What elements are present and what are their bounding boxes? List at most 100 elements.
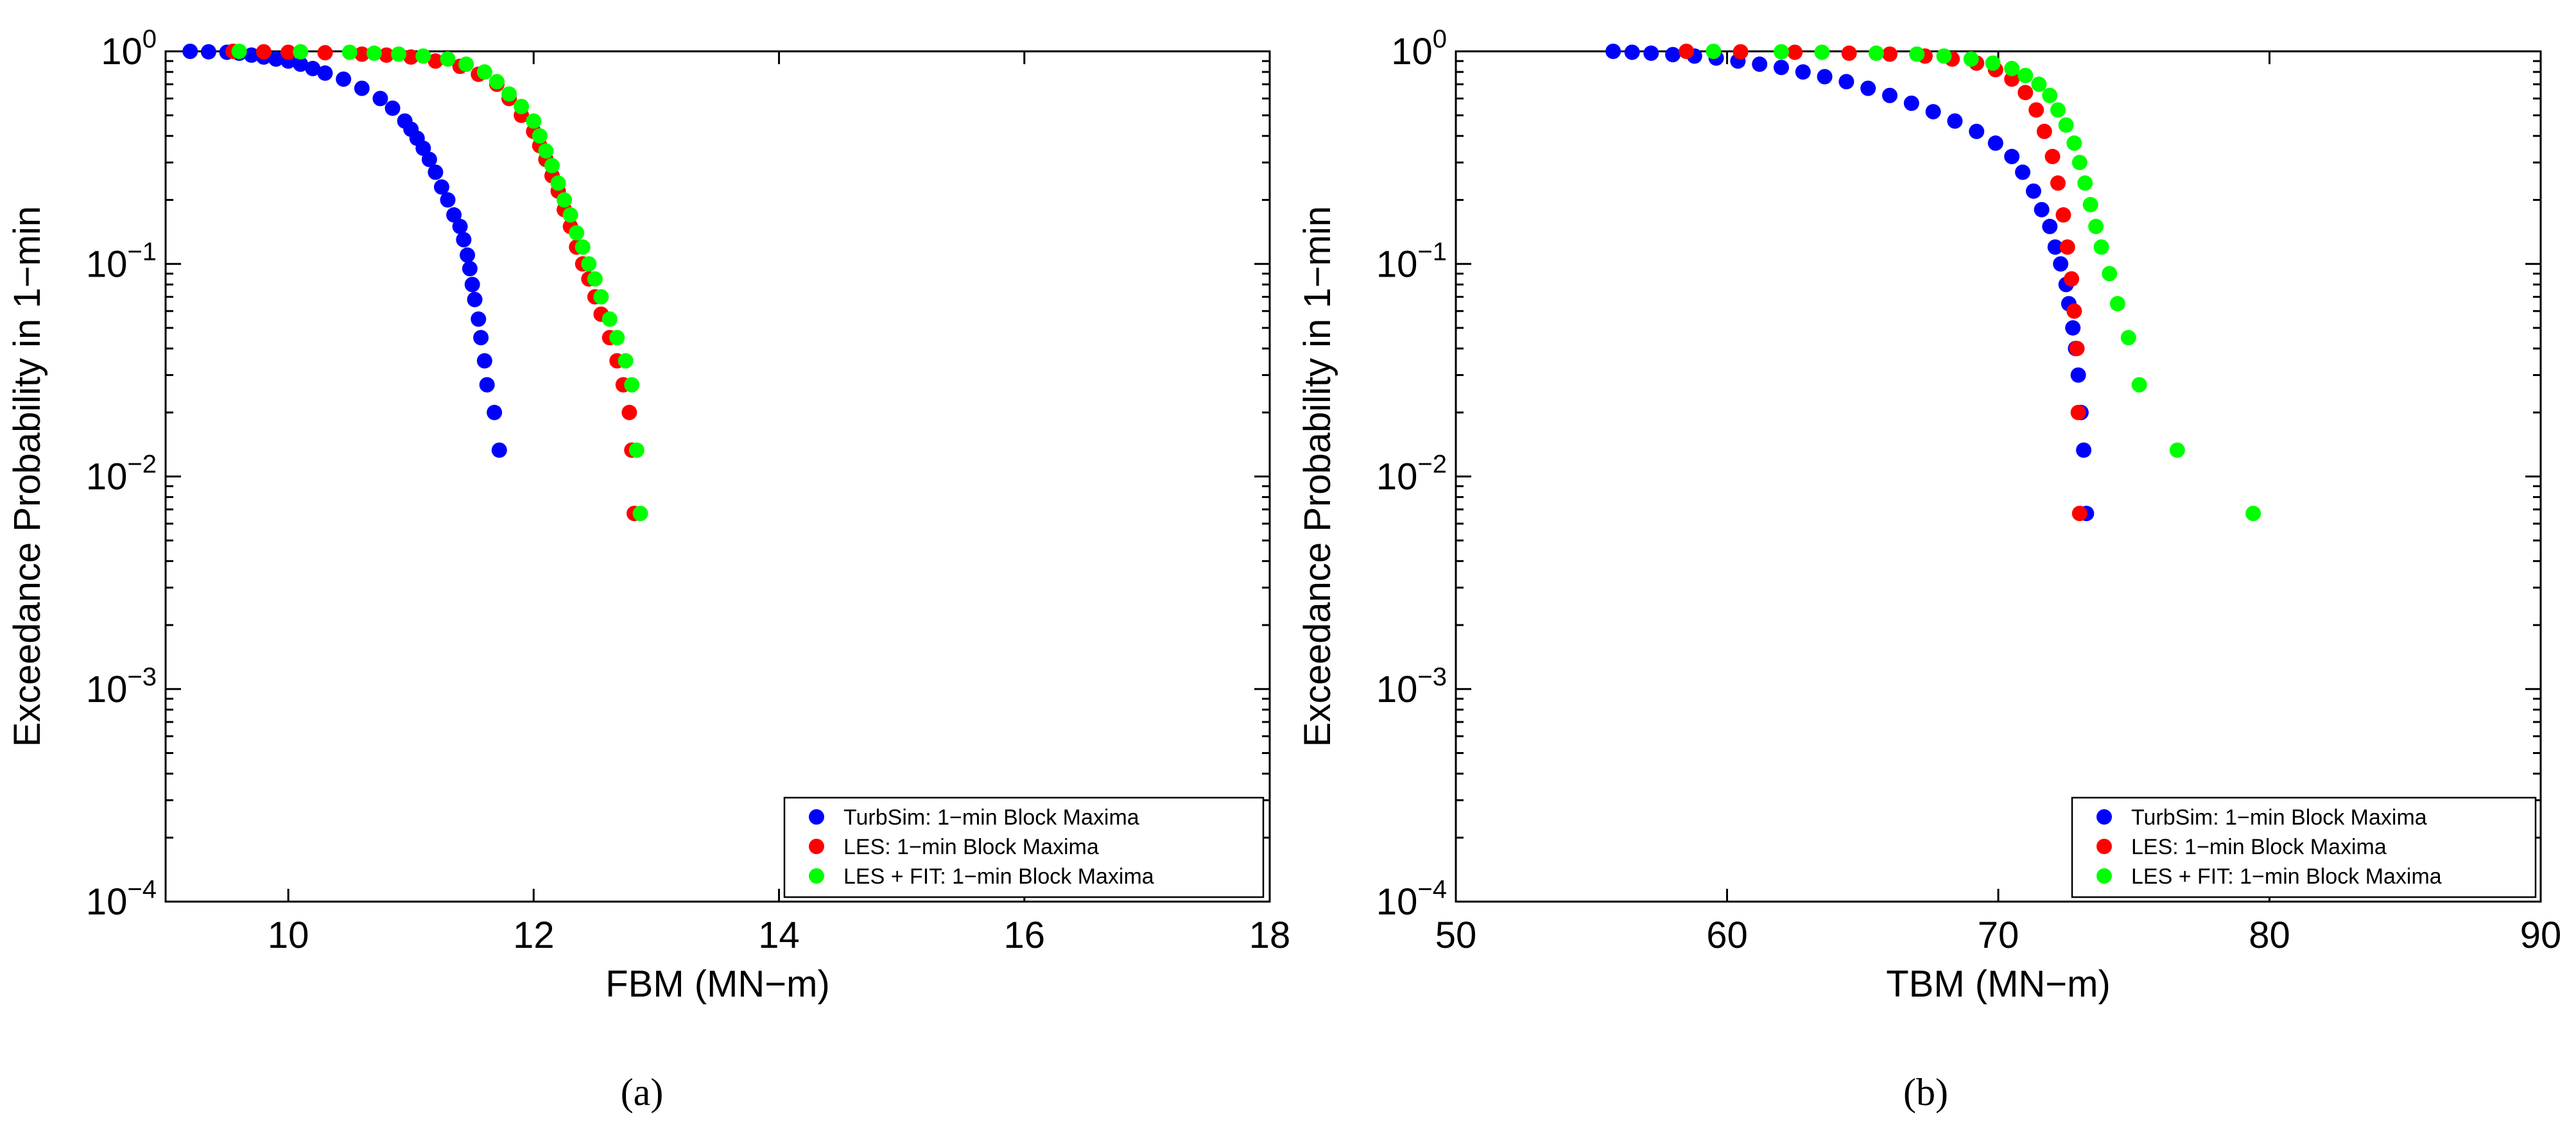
data-point bbox=[2018, 67, 2034, 83]
series-1 bbox=[1679, 44, 2088, 522]
data-point bbox=[621, 404, 637, 420]
data-point bbox=[2015, 164, 2031, 180]
y-tick-label: 10−1 bbox=[86, 237, 157, 285]
data-point bbox=[1985, 55, 2001, 71]
data-point bbox=[2044, 148, 2061, 164]
data-point bbox=[2050, 175, 2066, 191]
y-tick-exponent: −1 bbox=[1417, 237, 1447, 266]
data-point bbox=[2042, 218, 2058, 234]
data-point bbox=[1605, 44, 1621, 59]
data-point bbox=[2076, 442, 2092, 458]
legend-label: TurbSim: 1−min Block Maxima bbox=[843, 805, 1139, 830]
data-point bbox=[1947, 113, 1963, 129]
data-point bbox=[1909, 46, 1925, 62]
y-tick-label: 10−2 bbox=[1376, 450, 1447, 498]
data-point bbox=[200, 44, 216, 60]
y-axis-label: Exceedance Probability in 1−min bbox=[6, 206, 48, 747]
data-point bbox=[628, 442, 644, 458]
data-point bbox=[2042, 87, 2058, 103]
series-0 bbox=[1605, 44, 2095, 522]
y-tick-exponent: −2 bbox=[1417, 450, 1447, 479]
data-point bbox=[281, 44, 297, 60]
data-point bbox=[2031, 76, 2047, 92]
legend-label: LES: 1−min Block Maxima bbox=[843, 835, 1099, 859]
plot-area-frame bbox=[164, 50, 1271, 903]
data-point bbox=[1987, 135, 2003, 151]
y-tick-exponent: −1 bbox=[127, 237, 157, 266]
y-tick-base: 10 bbox=[1376, 243, 1418, 285]
data-point bbox=[2093, 239, 2109, 255]
x-tick-label: 18 bbox=[1249, 914, 1291, 956]
y-tick-base: 10 bbox=[86, 456, 128, 498]
data-point bbox=[440, 192, 456, 208]
data-point bbox=[562, 207, 578, 223]
data-point bbox=[391, 46, 407, 62]
data-point bbox=[2066, 303, 2082, 319]
data-point bbox=[1679, 44, 1695, 59]
data-point bbox=[341, 44, 358, 60]
data-point bbox=[476, 353, 492, 369]
legend-label: LES + FIT: 1−min Block Maxima bbox=[843, 864, 1154, 889]
y-tick-base: 10 bbox=[1376, 456, 1418, 498]
y-tick-label: 10−2 bbox=[86, 450, 157, 498]
data-point bbox=[385, 100, 401, 116]
plot-area-frame bbox=[1455, 50, 2542, 903]
data-point bbox=[2025, 183, 2041, 199]
data-point bbox=[428, 164, 444, 180]
data-point bbox=[587, 271, 603, 287]
data-point bbox=[1969, 123, 1985, 139]
y-tick-base: 10 bbox=[86, 669, 128, 710]
data-point bbox=[532, 128, 548, 144]
data-point bbox=[557, 192, 573, 208]
data-point bbox=[379, 47, 394, 63]
data-point bbox=[1868, 45, 1884, 61]
legend-label: LES: 1−min Block Maxima bbox=[2131, 835, 2387, 859]
y-tick-label: 10−1 bbox=[1376, 237, 1447, 285]
series-2 bbox=[231, 44, 648, 522]
x-tick-label: 14 bbox=[758, 914, 800, 956]
data-point bbox=[293, 56, 309, 73]
y-axis-label: Exceedance Probability in 1−min bbox=[1297, 206, 1338, 747]
data-point bbox=[1841, 45, 1857, 61]
series-2 bbox=[1706, 44, 2261, 522]
x-tick-label: 80 bbox=[2249, 914, 2290, 956]
y-tick-label: 10−4 bbox=[1376, 875, 1447, 923]
data-point bbox=[538, 143, 554, 159]
y-tick-base: 10 bbox=[1376, 881, 1418, 923]
data-point bbox=[403, 49, 419, 65]
data-point bbox=[462, 261, 478, 277]
data-point bbox=[1774, 60, 1789, 76]
data-point bbox=[2018, 85, 2034, 101]
data-point bbox=[255, 44, 272, 60]
data-point bbox=[366, 45, 382, 61]
y-tick-base: 10 bbox=[86, 243, 128, 285]
data-point bbox=[2082, 196, 2098, 212]
data-point bbox=[476, 64, 492, 80]
data-point bbox=[489, 74, 505, 90]
data-point bbox=[601, 311, 618, 327]
x-tick-label: 50 bbox=[1435, 914, 1477, 956]
data-point bbox=[575, 239, 591, 255]
data-point bbox=[293, 44, 309, 60]
legend-marker bbox=[2096, 809, 2112, 825]
data-point bbox=[618, 353, 634, 369]
y-tick-exponent: 0 bbox=[143, 25, 157, 53]
data-point bbox=[2004, 148, 2020, 164]
y-tick-exponent: −4 bbox=[1417, 875, 1447, 904]
y-tick-exponent: −4 bbox=[127, 875, 157, 904]
data-point bbox=[2070, 367, 2086, 383]
data-point bbox=[458, 56, 474, 73]
y-tick-base: 10 bbox=[1376, 669, 1418, 710]
data-point bbox=[2069, 341, 2085, 357]
series-1 bbox=[225, 44, 643, 522]
data-point bbox=[479, 377, 495, 393]
y-tick-label: 10−3 bbox=[86, 663, 157, 710]
data-point bbox=[467, 291, 483, 307]
data-point bbox=[336, 71, 352, 87]
y-tick-label: 100 bbox=[1391, 25, 1447, 73]
data-point bbox=[581, 256, 597, 272]
figure-caption: (b) bbox=[1903, 1071, 1948, 1113]
x-axis-label: FBM (MN−m) bbox=[605, 963, 830, 1005]
data-point bbox=[1624, 44, 1640, 60]
